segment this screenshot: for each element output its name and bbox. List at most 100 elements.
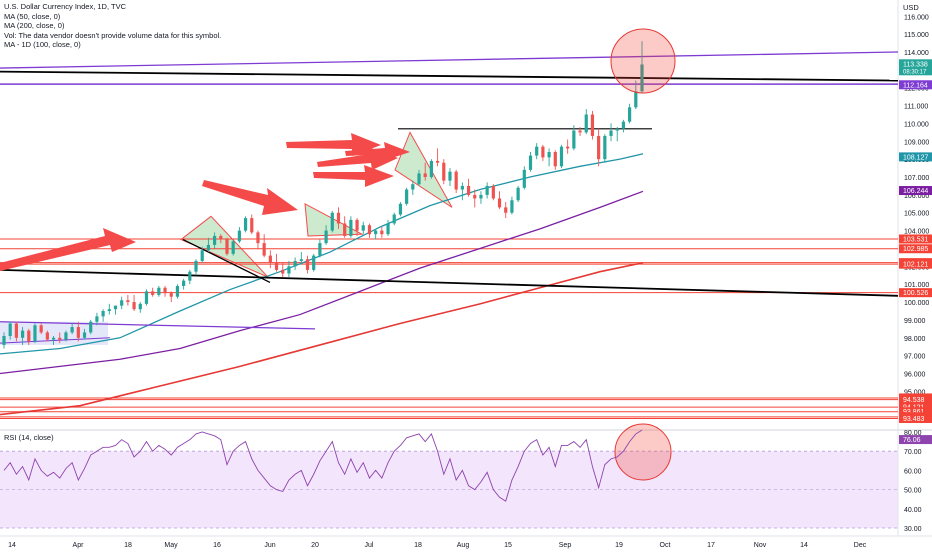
arrow-2 xyxy=(202,180,298,215)
candle-body xyxy=(584,114,588,133)
candle-body xyxy=(615,128,619,131)
candle-body xyxy=(349,219,353,236)
time-tick-label: 18 xyxy=(414,542,422,549)
candle-body xyxy=(95,316,99,322)
candle-body xyxy=(597,135,601,160)
candle-body xyxy=(343,223,347,236)
candle-body xyxy=(206,244,211,251)
pattern-triangle-may xyxy=(180,215,269,278)
candle-body xyxy=(231,241,235,254)
highlight-circle-price xyxy=(610,28,676,94)
candle-body xyxy=(572,130,576,149)
candle-body xyxy=(151,291,155,295)
price-badge xyxy=(899,152,932,162)
candle-body xyxy=(634,91,638,108)
time-tick-label: 18 xyxy=(124,542,132,549)
price-badge-label: 102.121 xyxy=(903,262,928,269)
candle-body xyxy=(621,121,626,129)
candle-body xyxy=(33,325,37,342)
candle-body xyxy=(169,293,173,297)
candle-body xyxy=(237,230,241,242)
candle-body xyxy=(473,194,477,199)
symbol-title: U.S. Dollar Currency Index, 1D, TVC xyxy=(4,2,126,11)
price-badge xyxy=(899,288,932,298)
candle-body xyxy=(578,130,582,133)
candle-body xyxy=(466,185,471,195)
candle-body xyxy=(454,171,458,190)
candle-body xyxy=(504,207,508,213)
time-tick-label: 17 xyxy=(707,542,715,549)
candle-body xyxy=(405,189,409,204)
candle-body xyxy=(163,287,167,294)
candle-body xyxy=(435,160,440,163)
candle-body xyxy=(89,321,93,333)
candle-body xyxy=(58,337,62,340)
price-badge-sublabel: 08:30:17 xyxy=(903,69,927,75)
candle-body xyxy=(479,194,483,199)
candle-body xyxy=(423,173,427,178)
price-tick-label: 105.000 xyxy=(904,211,929,218)
time-tick-label: Aug xyxy=(457,542,470,549)
candle-body xyxy=(367,225,372,235)
candle-body xyxy=(355,219,359,231)
candle-body xyxy=(126,300,130,303)
candle-body xyxy=(411,184,415,190)
candle-body xyxy=(361,225,365,231)
candle-body xyxy=(442,162,446,181)
price-tick-label: 99.000 xyxy=(904,318,926,325)
support-trendline xyxy=(0,269,899,297)
candle-body xyxy=(553,152,557,167)
price-tick-label: 100.000 xyxy=(904,300,929,307)
candle-body xyxy=(429,160,433,178)
arrow-6 xyxy=(345,142,410,160)
ma100-line xyxy=(0,261,644,416)
price-tick-label: 115.000 xyxy=(904,32,929,39)
time-tick-label: 14 xyxy=(8,542,16,549)
candle-body xyxy=(39,325,43,333)
candle-body xyxy=(640,64,644,92)
candle-body xyxy=(293,260,297,267)
price-tick-label: 97.000 xyxy=(904,354,926,361)
price-badge xyxy=(899,395,932,405)
price-badge xyxy=(899,244,932,254)
candle-body xyxy=(281,269,285,274)
candle-body xyxy=(20,330,25,338)
price-badge xyxy=(899,407,932,417)
price-badge-label: 103.531 xyxy=(903,236,928,243)
price-badge xyxy=(899,186,932,196)
candle-body xyxy=(14,323,18,338)
candle-body xyxy=(157,287,161,295)
price-tick-label: 110.000 xyxy=(904,121,929,128)
time-tick-label: Oct xyxy=(660,542,671,549)
candle-body xyxy=(374,230,378,235)
rsi-badge-label: 76.06 xyxy=(903,437,921,444)
candle-body xyxy=(541,146,545,158)
candle-body xyxy=(305,259,310,270)
price-tick-label: 116.000 xyxy=(904,14,929,21)
candle-body xyxy=(107,309,111,311)
candle-body xyxy=(590,114,595,136)
rsi-legend: RSI (14, close) xyxy=(4,433,54,442)
rsi-tick-label: 40.00 xyxy=(904,507,922,514)
price-badge xyxy=(899,59,932,76)
candle-body xyxy=(609,130,613,136)
purple-trend xyxy=(0,51,899,69)
price-pane[interactable] xyxy=(0,0,898,428)
candle-body xyxy=(330,212,334,231)
candle-body xyxy=(516,187,520,201)
candle-body xyxy=(45,332,49,340)
time-tick-label: 20 xyxy=(311,542,319,549)
candle-body xyxy=(535,146,539,156)
ma50-line xyxy=(0,153,644,355)
candle-body xyxy=(398,203,403,215)
candle-body xyxy=(250,218,254,233)
time-tick-label: May xyxy=(164,542,178,549)
candle-body xyxy=(113,305,118,310)
candle-body xyxy=(132,302,136,310)
price-badge xyxy=(899,259,932,269)
candle-body xyxy=(70,327,74,333)
candle-body xyxy=(213,235,217,245)
candle-body xyxy=(82,332,87,338)
